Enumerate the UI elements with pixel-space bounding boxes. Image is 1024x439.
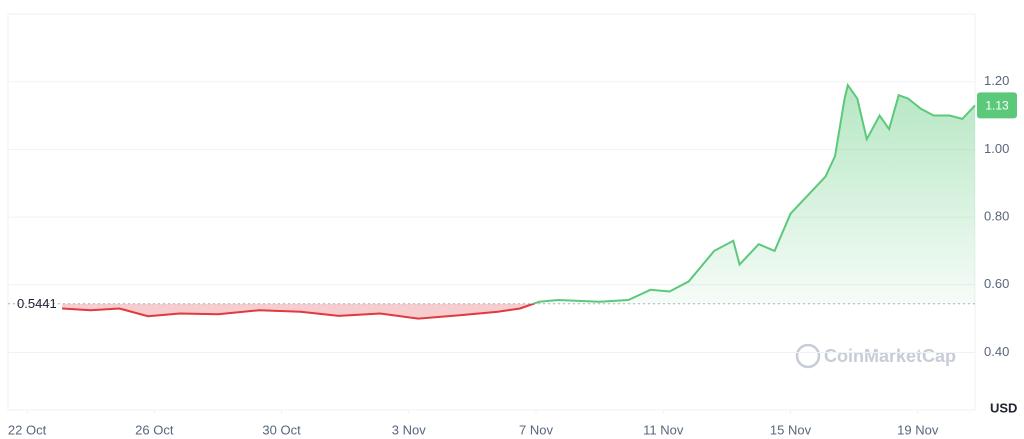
line-down: [62, 303, 537, 320]
last-price-badge: [977, 92, 1017, 119]
last-price-label: 1.13: [985, 99, 1009, 113]
y-unit: USD: [990, 400, 1017, 415]
area-up: [62, 85, 975, 304]
x-tick-label: 19 Nov: [897, 422, 939, 437]
baseline-label: 0.5441: [17, 296, 57, 311]
x-tick-label: 11 Nov: [643, 422, 684, 437]
y-tick-label: 0.60: [984, 276, 1009, 291]
x-tick-label: 26 Oct: [135, 422, 174, 437]
x-tick-label: 15 Nov: [770, 422, 812, 437]
line-up: [530, 82, 976, 304]
watermark: CoinMarketCap: [795, 343, 956, 369]
x-tick-label: 22 Oct: [8, 422, 47, 437]
y-tick-label: 0.80: [984, 209, 1009, 224]
x-tick-label: 30 Oct: [262, 422, 301, 437]
x-tick-label: 3 Nov: [392, 422, 426, 437]
y-tick-label: 1.20: [984, 73, 1009, 88]
x-tick-label: 7 Nov: [519, 422, 553, 437]
y-tick-label: 1.00: [984, 141, 1009, 156]
y-tick-label: 0.40: [984, 344, 1009, 359]
watermark-text: CoinMarketCap: [824, 346, 956, 366]
